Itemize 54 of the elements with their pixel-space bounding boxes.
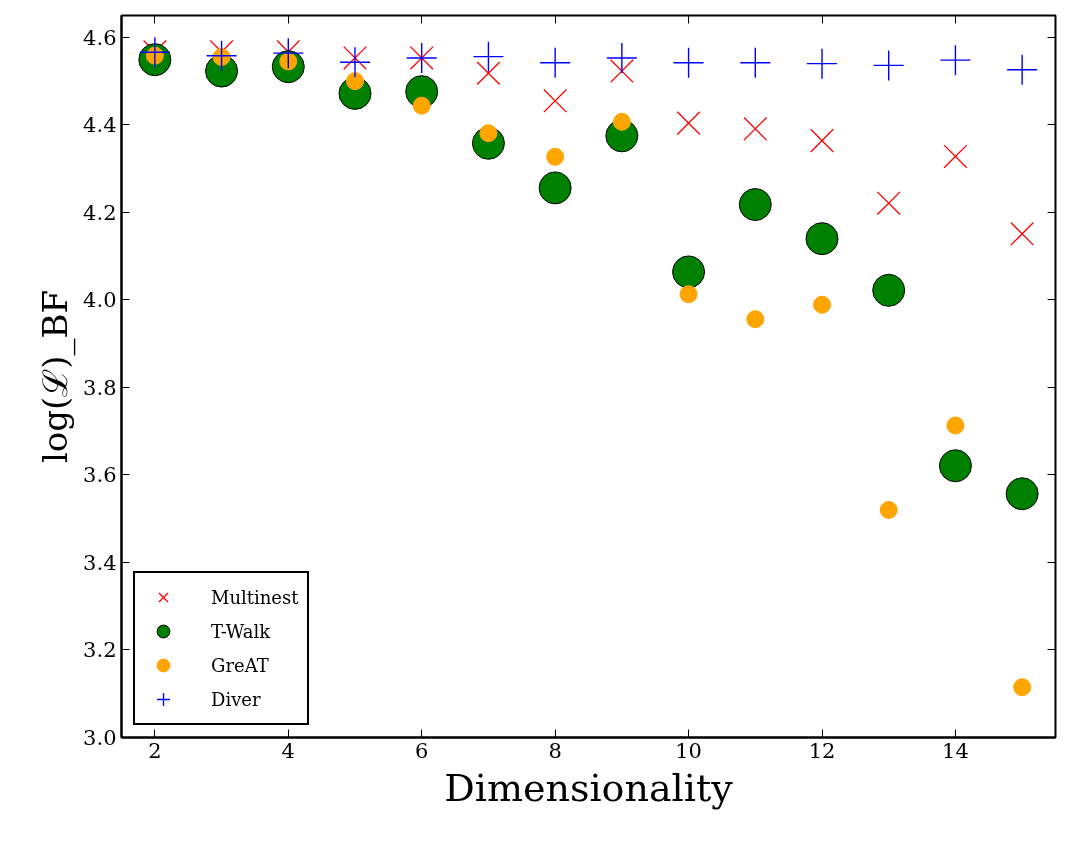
point [612, 112, 631, 131]
y-tick-label: 3.4 [83, 550, 117, 575]
point [1007, 54, 1038, 85]
x-tick-label: 10 [675, 738, 702, 763]
point [672, 255, 706, 289]
y-tick-label: 4.0 [83, 288, 117, 313]
point [346, 72, 364, 91]
x-tick-label: 14 [942, 738, 969, 763]
point [412, 96, 431, 115]
point [805, 222, 839, 256]
point [676, 111, 701, 136]
point [1010, 221, 1035, 246]
y-tick-label: 4.6 [83, 25, 117, 50]
x-tick-label: 12 [808, 738, 836, 763]
point [543, 88, 568, 113]
y-tick-label: 3.2 [83, 638, 117, 663]
point [1005, 477, 1039, 511]
y-tick-label: 3.6 [83, 463, 117, 488]
point [807, 48, 837, 79]
x-axis-title: Dimensionality [444, 765, 734, 810]
y-tick-label: 4.4 [83, 113, 117, 138]
point [746, 310, 765, 329]
point [743, 116, 768, 141]
point [606, 42, 637, 73]
point [679, 285, 698, 304]
y-tick-label: 3.8 [83, 375, 117, 400]
y-tick-label: 4.2 [83, 200, 117, 225]
point [476, 61, 501, 86]
point [738, 188, 772, 221]
point [340, 47, 370, 78]
legend-label: T-Walk [211, 620, 271, 642]
x-tick-label: 8 [548, 738, 562, 763]
x-tick-label: 4 [281, 738, 295, 763]
x-tick-label: 2 [148, 738, 162, 763]
point [940, 45, 971, 76]
point [943, 144, 968, 169]
point [540, 47, 571, 78]
point [946, 416, 965, 435]
point [1013, 678, 1032, 697]
point [479, 124, 498, 143]
point [872, 273, 906, 307]
point [538, 171, 572, 205]
point [546, 147, 565, 166]
x-tick-label: 6 [415, 738, 429, 763]
legend-label: Multinest [211, 586, 299, 608]
point [813, 295, 831, 314]
point [938, 449, 972, 483]
point [879, 500, 898, 519]
point [810, 128, 834, 153]
y-axis-title: log(ℒ)_BF [35, 289, 77, 464]
legend-label: Diver [211, 688, 261, 710]
y-tick-label: 3.0 [83, 726, 117, 750]
legend-label: GreAT [211, 654, 269, 676]
point [876, 191, 901, 216]
